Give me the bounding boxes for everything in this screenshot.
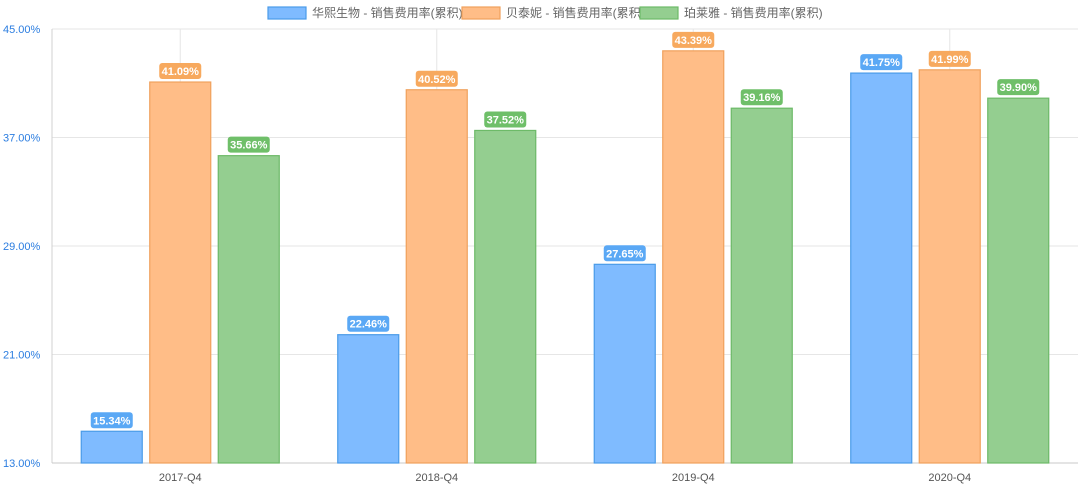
- data-label: 43.39%: [675, 35, 713, 47]
- legend-swatch[interactable]: [639, 6, 679, 20]
- bar[interactable]: [593, 263, 656, 464]
- data-label: 41.75%: [863, 57, 901, 69]
- data-label: 41.09%: [162, 66, 200, 78]
- data-label-bg: [159, 63, 202, 80]
- bar[interactable]: [987, 97, 1050, 464]
- data-label-bg: [484, 111, 527, 128]
- data-label-bg: [603, 245, 646, 262]
- y-tick-label: 13.00%: [3, 458, 41, 470]
- data-label-bg: [227, 136, 270, 153]
- data-label-bg: [90, 412, 133, 429]
- bar[interactable]: [850, 72, 913, 464]
- bar[interactable]: [405, 89, 468, 464]
- data-label: 40.52%: [418, 74, 456, 86]
- data-label-bg: [415, 70, 458, 87]
- bar[interactable]: [662, 50, 725, 464]
- data-label: 37.52%: [487, 114, 525, 126]
- x-tick-label: 2019-Q4: [672, 472, 715, 484]
- bar[interactable]: [337, 334, 400, 464]
- data-label: 35.66%: [230, 140, 268, 152]
- legend[interactable]: 华熙生物 - 销售费用率(累积) 贝泰妮 - 销售费用率(累积) 珀莱雅 - 销售费…: [267, 5, 823, 20]
- bar[interactable]: [217, 155, 280, 464]
- data-label-bg: [860, 54, 903, 71]
- legend-label[interactable]: 华熙生物 - 销售费用率(累积): [312, 5, 463, 20]
- y-tick-label: 45.00%: [3, 24, 41, 36]
- bar[interactable]: [149, 81, 212, 464]
- data-label-bg: [347, 315, 390, 332]
- legend-label[interactable]: 贝泰妮 - 销售费用率(累积): [506, 5, 645, 20]
- data-labels: 15.34% 41.09% 35.66% 22.46% 40.52% 37.52% 27.6…: [90, 31, 1040, 429]
- data-label: 39.16%: [743, 92, 781, 104]
- y-tick-label: 21.00%: [3, 350, 41, 362]
- y-tick-label: 29.00%: [3, 241, 41, 253]
- data-label-bg: [997, 79, 1040, 96]
- legend-swatch[interactable]: [461, 6, 501, 20]
- data-label-bg: [928, 50, 971, 67]
- data-label-bg: [672, 31, 715, 48]
- data-label: 41.99%: [931, 54, 969, 66]
- bar[interactable]: [918, 69, 981, 464]
- data-label: 15.34%: [93, 415, 131, 427]
- axis-ticks: 13.00% 21.00% 29.00% 37.00% 45.00% 2017-Q4 201…: [3, 24, 971, 484]
- y-tick-label: 37.00%: [3, 133, 41, 145]
- bar[interactable]: [474, 129, 537, 464]
- legend-label[interactable]: 珀莱雅 - 销售费用率(累积): [684, 5, 823, 20]
- bars: [80, 50, 1050, 464]
- bar[interactable]: [80, 430, 143, 464]
- legend-swatch[interactable]: [267, 6, 307, 20]
- bar[interactable]: [730, 107, 793, 464]
- x-tick-label: 2018-Q4: [415, 472, 458, 484]
- data-label: 27.65%: [606, 248, 644, 260]
- x-tick-label: 2020-Q4: [928, 472, 971, 484]
- data-label: 22.46%: [350, 319, 388, 331]
- data-label: 39.90%: [1000, 82, 1038, 94]
- x-tick-label: 2017-Q4: [159, 472, 202, 484]
- data-label-bg: [740, 89, 783, 106]
